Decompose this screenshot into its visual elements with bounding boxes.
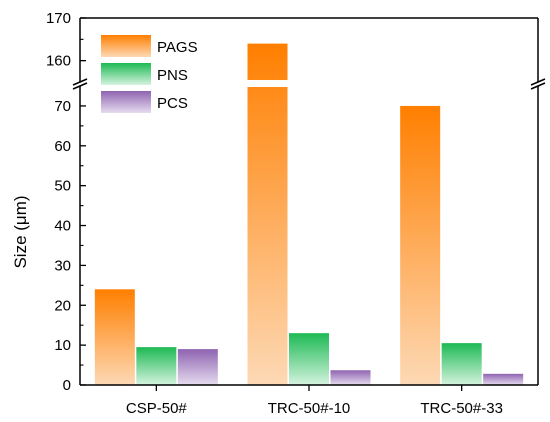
y-tick-label: 40 <box>54 218 71 235</box>
x-tick-label: TRC-50#-10 <box>268 400 351 417</box>
axis-break-mark <box>530 82 546 90</box>
y-tick-label: 60 <box>54 138 71 155</box>
y-tick-label: 0 <box>63 377 71 394</box>
y-tick-label: 160 <box>46 53 71 70</box>
y-tick-label: 20 <box>54 297 71 314</box>
axes-layer: CSP-50# TRC-50#-10 TRC-50#-33 0 10 20 30 40 50 60… <box>46 10 546 417</box>
y-axis-title: Size (μm) <box>11 195 30 268</box>
legend-label-pcs: PCS <box>157 95 188 112</box>
x-tick-label: CSP-50# <box>126 400 188 417</box>
bar-pags-2 <box>400 105 441 385</box>
axis-break-mark <box>72 82 88 90</box>
legend: PAGS PNS PCS <box>101 35 198 113</box>
bar-pcs-1 <box>330 370 371 385</box>
x-tick-label: TRC-50#-33 <box>420 400 503 417</box>
legend-swatch-pcs <box>101 91 151 113</box>
bar-pns-2 <box>441 343 482 385</box>
y-tick-label: 50 <box>54 178 71 195</box>
y-tick-label: 170 <box>46 10 71 27</box>
bar-pcs-2 <box>483 373 524 385</box>
y-tick-label: 30 <box>54 257 71 274</box>
bar-break-gap <box>246 80 289 87</box>
bar-pags-0 <box>94 289 135 385</box>
bar-pags-1 <box>247 43 288 385</box>
y-tick-label: 70 <box>54 98 71 115</box>
legend-label-pns: PNS <box>157 67 188 84</box>
bar-pcs-0 <box>177 349 218 385</box>
bar-pns-0 <box>136 347 177 385</box>
legend-swatch-pns <box>101 63 151 85</box>
axis-break-mark <box>530 78 546 86</box>
legend-swatch-pags <box>101 35 151 57</box>
axis-break-mark <box>72 78 88 86</box>
legend-label-pags: PAGS <box>157 39 198 56</box>
bars-layer <box>94 43 524 385</box>
y-tick-label: 10 <box>54 337 71 354</box>
bar-pns-1 <box>289 333 329 385</box>
